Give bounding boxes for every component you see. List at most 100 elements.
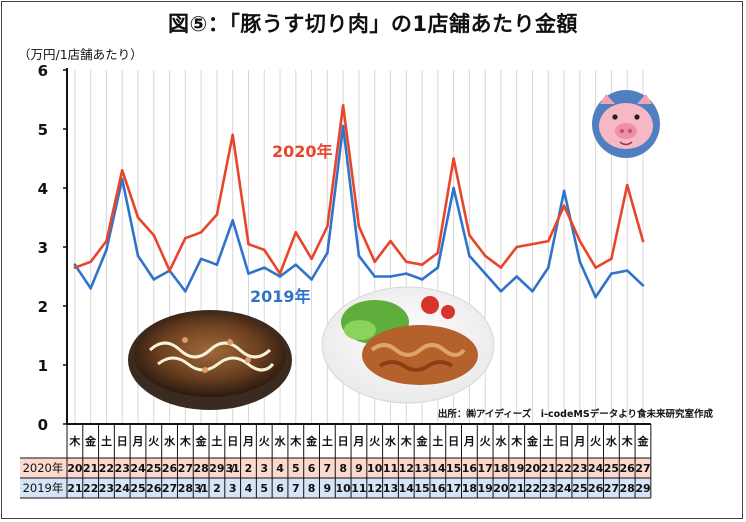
data-point	[389, 239, 392, 243]
weekday-label: 火	[259, 435, 271, 448]
date-label-2020: 22	[556, 462, 571, 475]
data-point	[341, 104, 345, 107]
date-label-2019: 28	[620, 482, 635, 495]
data-point	[105, 248, 108, 252]
date-label-2020: 20	[67, 462, 83, 475]
date-label-2019: 8	[308, 482, 316, 495]
y-tick-labels: 0 1 2 3 4 5 6	[38, 62, 67, 434]
y-tick-label: 0	[38, 416, 48, 434]
date-label-2019: 5	[260, 482, 268, 495]
data-point	[294, 230, 298, 234]
data-point	[389, 275, 392, 278]
data-point	[152, 278, 156, 281]
weekday-label: 月	[463, 435, 475, 448]
date-label-2020: 16	[462, 462, 478, 475]
weekday-label: 火	[590, 435, 602, 448]
weekday-label: 月	[132, 435, 144, 448]
weekday-label: 金	[305, 434, 318, 448]
weekday-label: 金	[84, 434, 97, 448]
weekday-label: 水	[495, 434, 507, 448]
date-label-2019: 27	[162, 482, 177, 495]
weekday-label: 金	[195, 434, 208, 448]
weekday-label: 火	[148, 435, 160, 448]
weekday-label: 月	[242, 435, 254, 448]
date-label-2019: 14	[399, 482, 415, 495]
data-point	[152, 233, 156, 237]
date-label-2020: 5	[292, 462, 300, 475]
date-label-2019: 9	[324, 482, 332, 495]
weekday-label: 土	[211, 434, 222, 448]
data-point	[562, 189, 566, 193]
y-tick-label: 3	[38, 239, 48, 257]
weekday-label: 水	[606, 434, 618, 448]
weekday-label: 日	[559, 435, 570, 448]
data-point	[594, 295, 597, 299]
weekday-label: 木	[179, 434, 192, 448]
data-point	[231, 133, 234, 137]
date-label-2020: 26	[162, 462, 178, 475]
date-label-2019: 27	[604, 482, 619, 495]
date-label-2019: 3/1	[194, 482, 208, 495]
data-point	[546, 239, 550, 243]
data-point	[341, 124, 345, 128]
date-label-2019: 21	[67, 482, 82, 495]
data-point	[357, 225, 361, 228]
date-label-2020: 26	[620, 462, 636, 475]
date-label-2019: 15	[414, 482, 429, 495]
weekday-label: 木	[400, 434, 413, 448]
data-point	[546, 266, 550, 269]
date-label-2020: 3/1	[226, 462, 240, 475]
data-point	[247, 272, 250, 275]
date-label-2019: 22	[83, 482, 98, 495]
data-point	[404, 260, 408, 264]
data-point	[184, 236, 187, 240]
date-label-2020: 23	[115, 462, 130, 475]
date-label-2019: 18	[462, 482, 477, 495]
date-label-2020: 25	[604, 462, 619, 475]
weekday-label: 日	[117, 435, 128, 448]
data-point	[578, 260, 582, 264]
y-tick-label: 4	[38, 180, 48, 198]
data-point	[641, 239, 645, 243]
data-point	[326, 225, 329, 228]
data-point	[326, 251, 329, 255]
weekday-label: 水	[385, 434, 397, 448]
date-label-2019: 29	[635, 482, 650, 495]
data-point	[515, 275, 519, 278]
date-label-2019: 3	[229, 482, 237, 495]
date-label-2019: 11	[351, 482, 366, 495]
date-label-2020: 25	[146, 462, 161, 475]
date-label-2020: 11	[383, 462, 398, 475]
date-label-2019: 23	[99, 482, 114, 495]
data-point	[136, 254, 140, 258]
date-label-2019: 25	[572, 482, 587, 495]
data-point	[231, 219, 234, 222]
data-point	[262, 248, 266, 252]
data-point	[452, 157, 455, 160]
data-point	[310, 257, 313, 261]
date-label-2019: 25	[130, 482, 145, 495]
date-label-2020: 29	[209, 462, 224, 475]
weekday-label: 火	[480, 435, 492, 448]
data-point	[89, 287, 92, 290]
y-tick-label: 2	[38, 298, 48, 316]
date-label-2020: 15	[446, 462, 461, 475]
data-point	[199, 230, 203, 234]
data-point	[247, 242, 250, 246]
weekday-label: 月	[573, 435, 585, 448]
weekday-label: 月	[352, 435, 364, 448]
source-note: 出所：㈱アイディーズ i-codeMSデータより食未来研究室作成	[438, 408, 714, 420]
data-point	[625, 269, 629, 272]
weekday-label: 土	[101, 434, 112, 448]
data-point	[436, 251, 440, 255]
date-label-2019: 7	[292, 482, 300, 495]
data-point	[468, 233, 471, 237]
date-label-2020: 14	[430, 462, 446, 475]
date-label-2019: 22	[525, 482, 540, 495]
date-label-2020: 21	[541, 462, 556, 475]
weekday-label: 日	[227, 435, 238, 448]
data-point	[468, 254, 471, 258]
series-label-2020: 2020年	[272, 142, 333, 161]
date-label-2019: 24	[556, 482, 572, 495]
